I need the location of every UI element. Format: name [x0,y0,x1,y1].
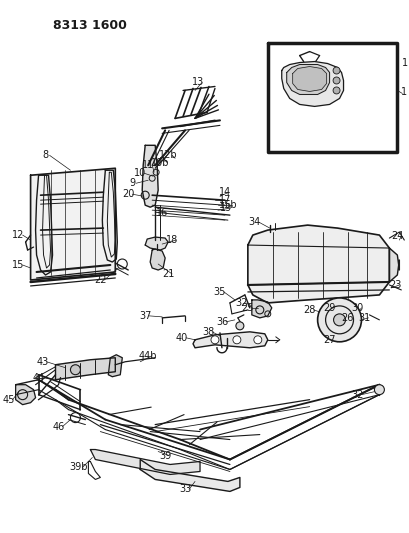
Circle shape [332,77,339,84]
Polygon shape [389,248,398,282]
Text: 15: 15 [12,260,25,270]
Polygon shape [247,225,389,303]
Text: 33: 33 [178,484,191,495]
Polygon shape [286,64,329,94]
Text: 25: 25 [241,303,254,313]
Text: 20: 20 [122,189,134,199]
Polygon shape [142,146,158,207]
Circle shape [70,365,80,375]
Text: 14: 14 [218,187,231,197]
Polygon shape [145,237,168,250]
Text: 44b: 44b [139,351,157,361]
Text: 10: 10 [134,168,146,178]
Text: 13: 13 [191,77,204,87]
Text: 34: 34 [248,217,260,227]
Circle shape [317,298,361,342]
Text: 23: 23 [388,280,400,290]
Polygon shape [102,170,117,262]
Polygon shape [150,249,165,270]
Polygon shape [140,459,239,491]
Circle shape [332,67,339,74]
Circle shape [373,385,384,394]
Text: 32: 32 [351,390,363,400]
Text: 35: 35 [213,287,226,297]
Text: 22: 22 [94,275,106,285]
Polygon shape [16,385,36,405]
Polygon shape [90,449,200,474]
Circle shape [332,87,339,94]
Polygon shape [36,175,52,275]
Polygon shape [108,355,122,377]
Polygon shape [292,67,326,92]
Text: 1: 1 [400,87,407,98]
Circle shape [211,336,218,344]
Text: 17: 17 [218,195,231,205]
Text: 12b: 12b [158,150,177,160]
Text: 9: 9 [129,178,135,188]
Text: 26: 26 [341,313,353,323]
Text: 8: 8 [43,150,49,160]
Text: 44: 44 [32,373,45,383]
Text: 24: 24 [390,231,402,241]
Polygon shape [251,300,271,318]
Text: 37: 37 [139,311,151,321]
Text: 31: 31 [357,313,370,323]
Text: 18: 18 [166,235,178,245]
Text: 28: 28 [303,305,315,315]
Text: 11: 11 [142,160,154,170]
Text: 38: 38 [201,327,213,337]
Polygon shape [193,332,267,348]
Polygon shape [31,168,115,280]
Polygon shape [55,358,115,379]
Text: 40: 40 [175,333,188,343]
Circle shape [333,314,345,326]
Text: 32: 32 [235,298,247,308]
Text: 45: 45 [2,394,15,405]
Text: 39b: 39b [69,463,88,472]
Circle shape [232,336,240,344]
Text: 43: 43 [36,357,49,367]
Text: 16: 16 [156,208,168,218]
Text: 12: 12 [12,230,25,240]
Text: 19: 19 [219,203,231,213]
Text: 8313 1600: 8313 1600 [52,19,126,31]
Circle shape [253,336,261,344]
Text: 1: 1 [401,58,407,68]
Text: 21: 21 [162,269,174,279]
Polygon shape [281,61,343,107]
Text: 46: 46 [52,422,65,432]
Text: 39: 39 [159,450,171,461]
Text: 15b: 15b [218,200,237,210]
Text: 10b: 10b [151,158,169,168]
Text: 30: 30 [351,303,363,313]
Text: 29: 29 [323,303,335,313]
Circle shape [235,322,243,330]
Text: 36: 36 [215,317,227,327]
Text: 27: 27 [323,335,335,345]
Polygon shape [267,43,396,152]
